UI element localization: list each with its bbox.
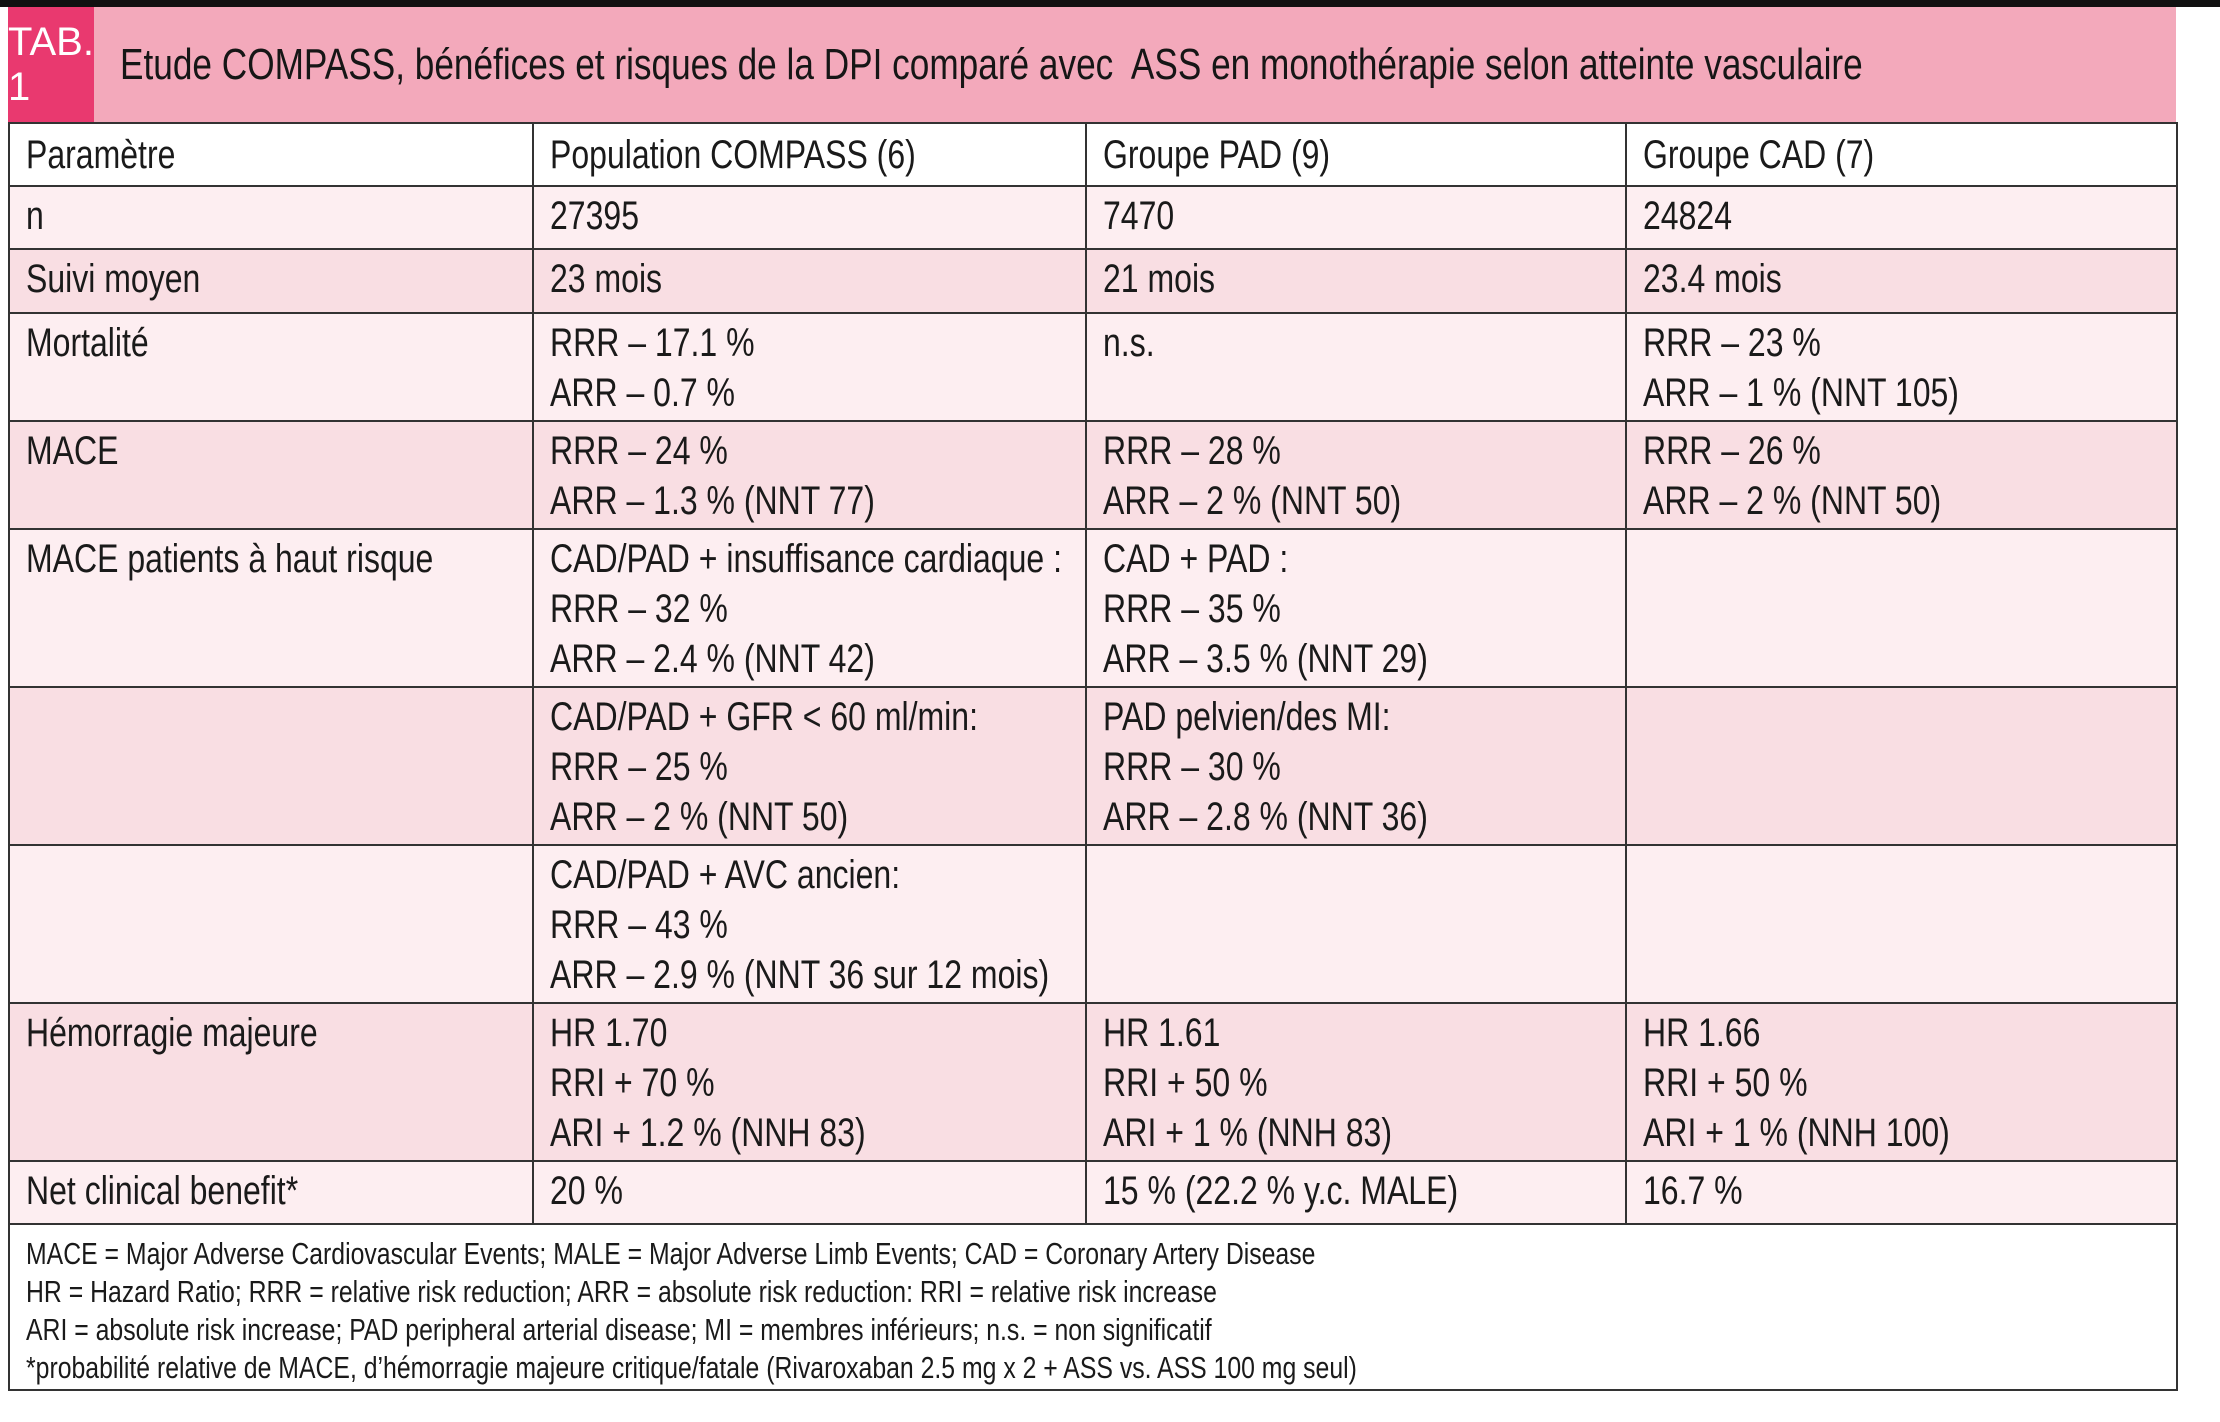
- top-rule: [0, 0, 2220, 7]
- param-cell: Hémorragie majeure: [8, 1002, 534, 1162]
- table-row-mace: MACE RRR – 24 % ARR – 1.3 % (NNT 77) RRR…: [8, 420, 2178, 530]
- cell-text: HR 1.61 RRI + 50 % ARI + 1 % (NNH 83): [1103, 1011, 1392, 1155]
- cell-text: MACE: [26, 429, 119, 473]
- cad-cell: 24824: [1625, 185, 2178, 250]
- cell-text: Net clinical benefit*: [26, 1169, 299, 1213]
- cell-text: 24824: [1643, 194, 1732, 238]
- compass-results-table: Paramètre Population COMPASS (6) Groupe …: [8, 122, 2178, 1391]
- table-title-band: TAB. 1 Etude COMPASS, bénéfices et risqu…: [8, 7, 2176, 122]
- column-header-label: Population COMPASS (6): [550, 133, 916, 177]
- cell-text: 20 %: [550, 1169, 623, 1213]
- cell-text: RRR – 17.1 % ARR – 0.7 %: [550, 321, 755, 415]
- cell-text: 27395: [550, 194, 639, 238]
- table-row-mace-haut-risque-1: MACE patients à haut risque CAD/PAD + in…: [8, 528, 2178, 688]
- compass-cell: CAD/PAD + AVC ancien: RRR – 43 % ARR – 2…: [532, 844, 1087, 1004]
- table-row-footnotes: MACE = Major Adverse Cardiovascular Even…: [8, 1223, 2178, 1391]
- cell-text: RRR – 26 % ARR – 2 % (NNT 50): [1643, 429, 1942, 523]
- cell-text: n.s.: [1103, 321, 1155, 365]
- param-cell: MACE patients à haut risque: [8, 528, 534, 688]
- pad-cell: 7470: [1085, 185, 1627, 250]
- column-header-label: Groupe PAD (9): [1103, 133, 1331, 177]
- param-cell: Net clinical benefit*: [8, 1160, 534, 1225]
- cell-text: 21 mois: [1103, 257, 1216, 301]
- cell-text: CAD/PAD + insuffisance cardiaque : RRR –…: [550, 537, 1062, 681]
- compass-cell: RRR – 24 % ARR – 1.3 % (NNT 77): [532, 420, 1087, 530]
- column-header-groupe-cad: Groupe CAD (7): [1625, 122, 2178, 187]
- cell-text: MACE patients à haut risque: [26, 537, 434, 581]
- pad-cell-empty: [1085, 844, 1627, 1004]
- table-row-mace-haut-risque-2: CAD/PAD + GFR < 60 ml/min: RRR – 25 % AR…: [8, 686, 2178, 846]
- footnote-abbreviations-3: ARI = absolute risk increase; PAD periph…: [26, 1312, 1212, 1347]
- cad-cell: HR 1.66 RRI + 50 % ARI + 1 % (NNH 100): [1625, 1002, 2178, 1162]
- cell-text: Mortalité: [26, 321, 149, 365]
- cad-cell: 23.4 mois: [1625, 248, 2178, 314]
- param-cell: n: [8, 185, 534, 250]
- table-row-net-clinical-benefit: Net clinical benefit* 20 % 15 % (22.2 % …: [8, 1160, 2178, 1225]
- param-cell: MACE: [8, 420, 534, 530]
- cell-text: HR 1.66 RRI + 50 % ARI + 1 % (NNH 100): [1643, 1011, 1950, 1155]
- compass-cell: HR 1.70 RRI + 70 % ARI + 1.2 % (NNH 83): [532, 1002, 1087, 1162]
- column-header-groupe-pad: Groupe PAD (9): [1085, 122, 1627, 187]
- cell-text: CAD/PAD + GFR < 60 ml/min: RRR – 25 % AR…: [550, 695, 978, 839]
- cell-text: RRR – 28 % ARR – 2 % (NNT 50): [1103, 429, 1402, 523]
- tab-number-label: TAB. 1: [8, 19, 94, 109]
- table-caption-text: Etude COMPASS, bénéfices et risques de l…: [119, 39, 1863, 89]
- pad-cell: 15 % (22.2 % y.c. MALE): [1085, 1160, 1627, 1225]
- cell-text: Suivi moyen: [26, 257, 201, 301]
- cell-text: RRR – 24 % ARR – 1.3 % (NNT 77): [550, 429, 875, 523]
- cell-text: 15 % (22.2 % y.c. MALE): [1103, 1169, 1459, 1213]
- param-cell-empty: [8, 686, 534, 846]
- param-cell: Mortalité: [8, 312, 534, 422]
- footnote-abbreviations-1: MACE = Major Adverse Cardiovascular Even…: [26, 1236, 1316, 1271]
- compass-cell: CAD/PAD + GFR < 60 ml/min: RRR – 25 % AR…: [532, 686, 1087, 846]
- column-header-label: Paramètre: [26, 133, 176, 177]
- cell-text: Hémorragie majeure: [26, 1011, 318, 1055]
- cell-text: 7470: [1103, 194, 1175, 238]
- footnote-abbreviations-2: HR = Hazard Ratio; RRR = relative risk r…: [26, 1274, 1217, 1309]
- compass-cell: 23 mois: [532, 248, 1087, 314]
- compass-cell: 20 %: [532, 1160, 1087, 1225]
- footnote-asterisk: *probabilité relative de MACE, d’hémorra…: [26, 1350, 1357, 1385]
- cell-text: n: [26, 194, 44, 238]
- cad-cell: RRR – 23 % ARR – 1 % (NNT 105): [1625, 312, 2178, 422]
- compass-cell: CAD/PAD + insuffisance cardiaque : RRR –…: [532, 528, 1087, 688]
- tab-number-badge: TAB. 1: [8, 7, 94, 122]
- table-caption: Etude COMPASS, bénéfices et risques de l…: [94, 7, 2220, 122]
- cell-text: HR 1.70 RRI + 70 % ARI + 1.2 % (NNH 83): [550, 1011, 866, 1155]
- compass-cell: RRR – 17.1 % ARR – 0.7 %: [532, 312, 1087, 422]
- column-header-label: Groupe CAD (7): [1643, 133, 1875, 177]
- table-row-hemorragie-majeure: Hémorragie majeure HR 1.70 RRI + 70 % AR…: [8, 1002, 2178, 1162]
- column-header-parametre: Paramètre: [8, 122, 534, 187]
- pad-cell: RRR – 28 % ARR – 2 % (NNT 50): [1085, 420, 1627, 530]
- cell-text: 23 mois: [550, 257, 663, 301]
- pad-cell: 21 mois: [1085, 248, 1627, 314]
- cell-text: 23.4 mois: [1643, 257, 1782, 301]
- cad-cell-empty: [1625, 528, 2178, 688]
- table-row-mace-haut-risque-3: CAD/PAD + AVC ancien: RRR – 43 % ARR – 2…: [8, 844, 2178, 1004]
- footnotes-cell: MACE = Major Adverse Cardiovascular Even…: [8, 1223, 2178, 1391]
- cad-cell: RRR – 26 % ARR – 2 % (NNT 50): [1625, 420, 2178, 530]
- compass-cell: 27395: [532, 185, 1087, 250]
- pad-cell: PAD pelvien/des MI: RRR – 30 % ARR – 2.8…: [1085, 686, 1627, 846]
- cad-cell: 16.7 %: [1625, 1160, 2178, 1225]
- table-row-n: n 27395 7470 24824: [8, 185, 2178, 250]
- table-row-suivi-moyen: Suivi moyen 23 mois 21 mois 23.4 mois: [8, 248, 2178, 314]
- column-header-population-compass: Population COMPASS (6): [532, 122, 1087, 187]
- pad-cell: CAD + PAD : RRR – 35 % ARR – 3.5 % (NNT …: [1085, 528, 1627, 688]
- header-row: Paramètre Population COMPASS (6) Groupe …: [8, 122, 2178, 187]
- table-row-mortalite: Mortalité RRR – 17.1 % ARR – 0.7 % n.s. …: [8, 312, 2178, 422]
- pad-cell: n.s.: [1085, 312, 1627, 422]
- param-cell-empty: [8, 844, 534, 1004]
- param-cell: Suivi moyen: [8, 248, 534, 314]
- cell-text: 16.7 %: [1643, 1169, 1743, 1213]
- cell-text: CAD/PAD + AVC ancien: RRR – 43 % ARR – 2…: [550, 853, 1050, 997]
- pad-cell: HR 1.61 RRI + 50 % ARI + 1 % (NNH 83): [1085, 1002, 1627, 1162]
- cell-text: CAD + PAD : RRR – 35 % ARR – 3.5 % (NNT …: [1103, 537, 1428, 681]
- cell-text: PAD pelvien/des MI: RRR – 30 % ARR – 2.8…: [1103, 695, 1428, 839]
- cad-cell-empty: [1625, 844, 2178, 1004]
- cell-text: RRR – 23 % ARR – 1 % (NNT 105): [1643, 321, 1959, 415]
- cad-cell-empty: [1625, 686, 2178, 846]
